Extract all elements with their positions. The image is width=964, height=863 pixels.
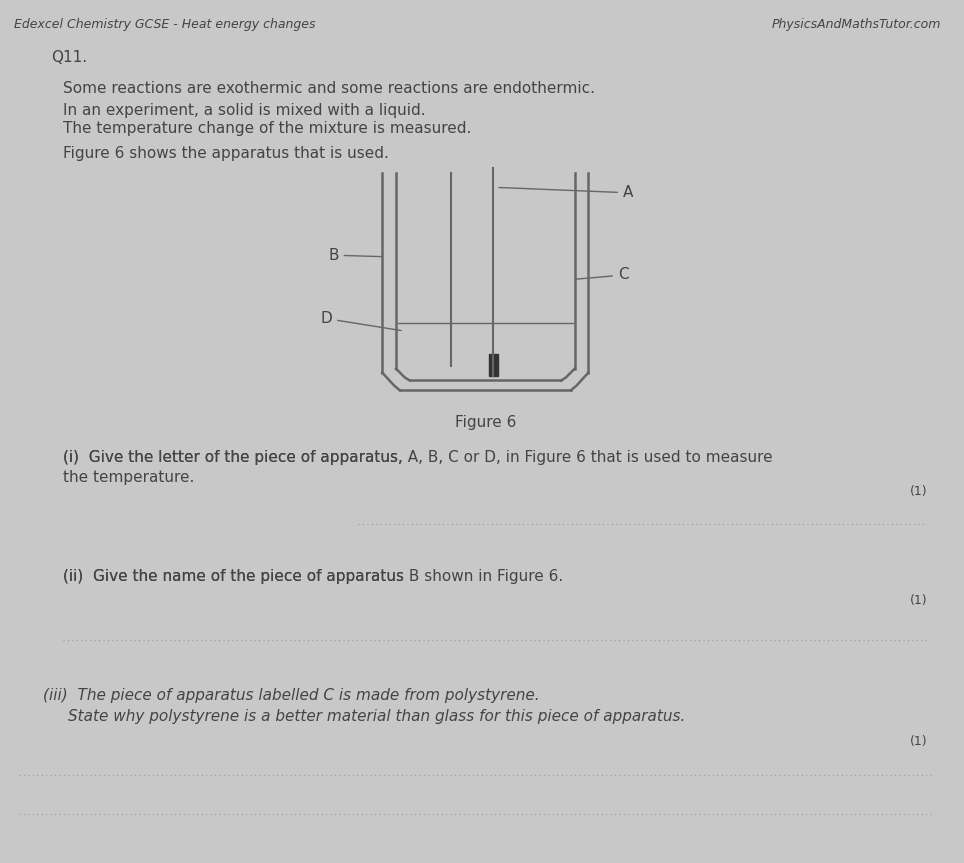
Text: (i)  Give the letter of the piece of apparatus,: (i) Give the letter of the piece of appa… [63, 450, 408, 465]
Text: (1): (1) [910, 486, 927, 499]
Text: (i)  Give the letter of the piece of apparatus, A, B, C or D, in Figure 6 that i: (i) Give the letter of the piece of appa… [63, 450, 773, 465]
Text: (ii)  Give the name of the piece of apparatus: (ii) Give the name of the piece of appar… [63, 569, 409, 583]
Text: State why polystyrene is a better material than glass for this piece of apparatu: State why polystyrene is a better materi… [68, 709, 685, 724]
Text: A: A [499, 186, 633, 200]
Text: B: B [328, 248, 382, 262]
Text: C: C [576, 268, 629, 282]
Text: Some reactions are exothermic and some reactions are endothermic.: Some reactions are exothermic and some r… [63, 81, 595, 97]
Text: Figure 6 shows the apparatus that is used.: Figure 6 shows the apparatus that is use… [63, 146, 388, 161]
Text: the temperature.: the temperature. [63, 469, 195, 485]
Text: (1): (1) [910, 595, 927, 608]
Text: (iii)  The piece of apparatus labelled C is made from polystyrene.: (iii) The piece of apparatus labelled C … [43, 688, 540, 702]
Text: Q11.: Q11. [51, 50, 88, 65]
Text: D: D [320, 311, 401, 331]
Text: PhysicsAndMathsTutor.com: PhysicsAndMathsTutor.com [771, 18, 941, 31]
Text: In an experiment, a solid is mixed with a liquid.: In an experiment, a solid is mixed with … [63, 104, 426, 118]
Text: (1): (1) [910, 735, 927, 748]
Text: Figure 6: Figure 6 [455, 415, 516, 430]
Bar [490, 354, 498, 375]
Text: The temperature change of the mixture is measured.: The temperature change of the mixture is… [63, 121, 471, 136]
Text: Edexcel Chemistry GCSE - Heat energy changes: Edexcel Chemistry GCSE - Heat energy cha… [14, 18, 315, 31]
Text: (ii)  Give the name of the piece of apparatus B shown in Figure 6.: (ii) Give the name of the piece of appar… [63, 569, 563, 583]
